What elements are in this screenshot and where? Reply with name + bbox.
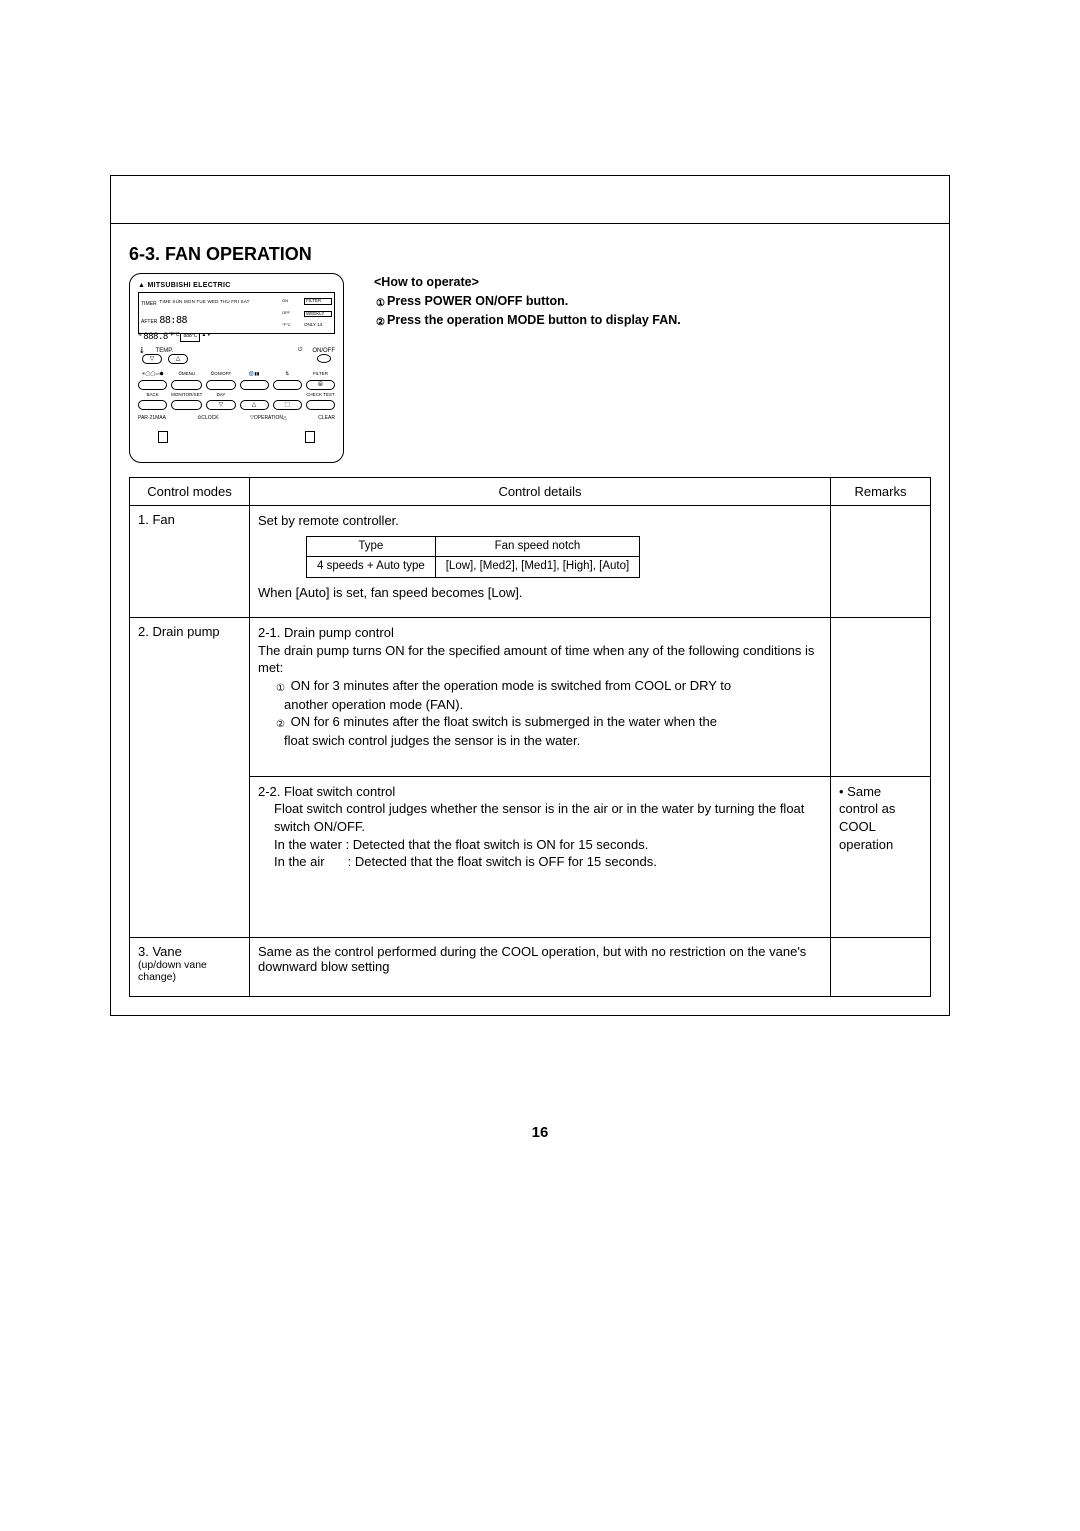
brand-label: ▲ MITSUBISHI ELECTRIC — [138, 282, 231, 289]
remarks-drain-1 — [831, 618, 931, 777]
details-vane: Same as the control performed during the… — [250, 937, 831, 996]
row-drain-pump-2: 2-2. Float switch control Float switch c… — [130, 776, 931, 937]
power-button — [317, 354, 331, 363]
step-2-text: Press the operation MODE button to displ… — [387, 313, 681, 327]
how-to-operate: <How to operate> ①Press POWER ON/OFF but… — [374, 273, 681, 330]
remote-controller-diagram: ▲ MITSUBISHI ELECTRIC TIMERAFTER TIME SU… — [129, 273, 344, 463]
remarks-fan — [831, 506, 931, 618]
fan-speed-table: Type Fan speed notch 4 speeds + Auto typ… — [306, 536, 640, 578]
temp-up-button: △ — [168, 354, 188, 364]
step-number-2: ② — [374, 317, 387, 330]
intro-row: ▲ MITSUBISHI ELECTRIC TIMERAFTER TIME SU… — [129, 273, 931, 463]
col-header-modes: Control modes — [130, 478, 250, 506]
col-header-details: Control details — [250, 478, 831, 506]
details-float-switch: 2-2. Float switch control Float switch c… — [250, 776, 831, 937]
howto-heading: <How to operate> — [374, 273, 681, 292]
page-content: 6-3. FAN OPERATION ▲ MITSUBISHI ELECTRIC… — [111, 224, 949, 1015]
row-drain-pump-1: 2. Drain pump 2-1. Drain pump control Th… — [130, 618, 931, 777]
control-table: Control modes Control details Remarks 1.… — [129, 477, 931, 997]
table-header-row: Control modes Control details Remarks — [130, 478, 931, 506]
button-grid: ✳◯◯▭⬟ ⏲MENU ⏲ON/OFF 🌀▮▮ ⇅ FILTER ⦾ BACK … — [138, 372, 335, 410]
step-1-text: Press POWER ON/OFF button. — [387, 294, 568, 308]
temp-down-button: ▽ — [142, 354, 162, 364]
section-title: 6-3. FAN OPERATION — [129, 244, 931, 265]
page-frame: 6-3. FAN OPERATION ▲ MITSUBISHI ELECTRIC… — [110, 175, 950, 1016]
fan-auto-note: When [Auto] is set, fan speed becomes [L… — [258, 585, 522, 600]
lcd-screen: TIMERAFTER TIME SUN MON TUE WED THU FRI … — [138, 292, 335, 334]
remarks-vane — [831, 937, 931, 996]
mode-vane: 3. Vane (up/down vane change) — [130, 937, 250, 996]
step-number-1: ① — [374, 298, 387, 311]
details-drain-pump-control: 2-1. Drain pump control The drain pump t… — [250, 618, 831, 777]
lock-icon — [305, 431, 315, 443]
col-header-remarks: Remarks — [831, 478, 931, 506]
page-number: 16 — [0, 1124, 1080, 1141]
lock-icon — [158, 431, 168, 443]
mode-fan: 1. Fan — [130, 506, 250, 618]
remarks-float-switch: • Same control as COOL operation — [831, 776, 931, 937]
row-vane: 3. Vane (up/down vane change) Same as th… — [130, 937, 931, 996]
row-fan: 1. Fan Set by remote controller. Type Fa… — [130, 506, 931, 618]
mode-drain-pump: 2. Drain pump — [130, 618, 250, 937]
frame-header-bar — [111, 176, 949, 224]
details-fan: Set by remote controller. Type Fan speed… — [250, 506, 831, 618]
